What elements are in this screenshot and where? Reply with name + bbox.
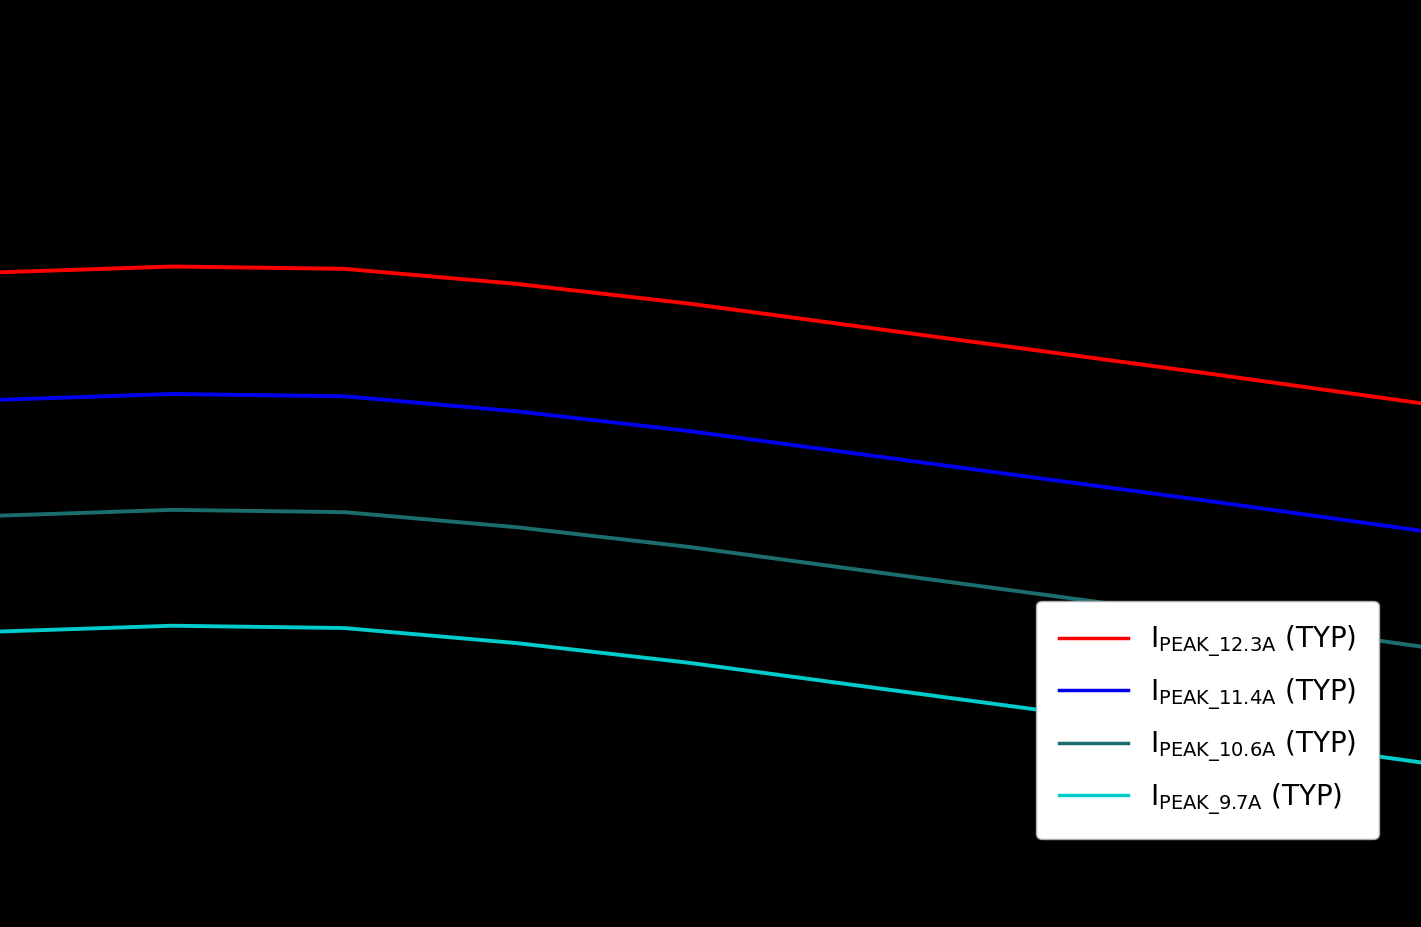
Legend: I$_{\mathregular{PEAK\_12.3A}}$ (TYP), I$_{\mathregular{PEAK\_11.4A}}$ (TYP), I$: I$_{\mathregular{PEAK\_12.3A}}$ (TYP), I…	[1036, 601, 1378, 839]
